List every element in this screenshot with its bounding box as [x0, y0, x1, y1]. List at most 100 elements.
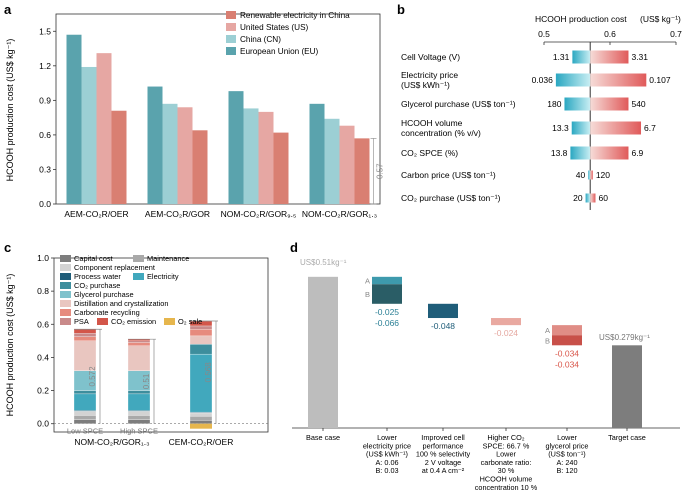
panel-c-ytick-label: 0.6	[37, 319, 49, 329]
panel-a-legend-label: Renewable electricity in China	[240, 11, 350, 20]
panel-b-low-value: 1.31	[553, 52, 570, 62]
panel-c-legend-swatch	[60, 300, 71, 307]
panel-d-xlabel-line: SPCE: 66.7 %	[483, 441, 530, 450]
panel-c-legend-label: Distillation and crystallization	[74, 299, 168, 308]
panel-a-bar	[273, 132, 289, 204]
panel-d-step-value: -0.066	[375, 318, 399, 328]
panel-b-unit: (US$ kg⁻¹)	[640, 14, 681, 24]
panel-d-step-bar	[491, 318, 521, 326]
panel-c-segment	[73, 329, 97, 334]
panel-a-bar	[243, 108, 259, 204]
panel-b-low-value: 40	[576, 170, 586, 180]
panel-b-low-value: 13.8	[551, 148, 568, 158]
panel-a-bar	[81, 66, 97, 204]
panel-d-xlabel-line: Lower	[377, 433, 397, 442]
panel-c-segment	[73, 390, 97, 395]
panel-d-step-bar	[552, 325, 582, 336]
panel-c-ytick-label: 0.0	[37, 419, 49, 429]
panel-c-frame	[53, 257, 269, 433]
panel-d-xlabel-line: performance	[423, 441, 464, 450]
panel-a-legend-label: United States (US)	[240, 23, 309, 32]
panel-b-row-label-line2: (US$ kWh⁻¹)	[401, 80, 450, 90]
panel-c-segment	[189, 420, 213, 424]
panel-c-legend-swatch	[97, 318, 108, 325]
panel-c-segment	[127, 415, 151, 420]
panel-c-legend-swatch	[164, 318, 175, 325]
panel-c-o2-segment	[190, 423, 212, 429]
panel-b-low-bar	[571, 121, 591, 135]
panel-c-legend-label: Carbonate recycling	[74, 308, 140, 317]
panel-a-bar	[324, 118, 340, 204]
panel-b-high-bar	[590, 146, 629, 160]
panel-c-legend-label: Maintenance	[147, 254, 189, 263]
panel-b-letter: b	[397, 2, 405, 17]
panel-c-segment	[189, 416, 213, 421]
panel-a-ytick-label: 1.2	[39, 61, 51, 71]
panel-c-bar-label: Low SPCE	[67, 427, 103, 436]
panel-c-legend-label: Process water	[74, 272, 121, 281]
panel-d-step-bar	[372, 276, 402, 285]
panel-d-xlabel-line: carbonate ratio:	[481, 458, 532, 467]
panel-d-target-label: US$0.279kg⁻¹	[599, 333, 650, 342]
panel-c-legend-label: PSA	[74, 317, 89, 326]
panel-b-row-label-line2: concentration (% v/v)	[401, 128, 481, 138]
panel-d-step-b-marker: B	[545, 336, 550, 345]
panel-a-chart: HCOOH production cost (US$ kg⁻¹) 0.0 0.3 0…	[5, 13, 385, 219]
panel-c-segment	[73, 340, 97, 371]
panel-b-row-label: Electricity price	[401, 70, 458, 80]
panel-c-legend-label: O₂ sale	[178, 317, 202, 326]
panel-d-xlabel-line: Target case	[608, 433, 646, 442]
panel-d-base-label: US$0.51kg⁻¹	[300, 258, 347, 267]
panel-a-bar	[111, 110, 127, 204]
panel-a-bar	[309, 103, 325, 204]
panel-d-step-b-marker: B	[365, 290, 370, 299]
panel-a-ytick-label: 0.0	[39, 199, 51, 209]
panel-c-segment	[127, 393, 151, 411]
panel-d-step-a-marker: A	[365, 277, 370, 286]
panel-d-xlabel-line: A: 240	[556, 458, 577, 467]
panel-a-legend-swatch	[226, 23, 236, 31]
panel-d-xlabel-line: concentration 10 %	[475, 483, 538, 492]
panel-b-row-label: Glycerol purchase (US$ ton⁻¹)	[401, 99, 516, 109]
panel-b-xtick-label: 0.7	[670, 29, 682, 39]
panel-b-low-value: 0.036	[532, 75, 554, 85]
panel-b-low-value: 180	[547, 99, 561, 109]
panel-d-xlabel-line: glycerol price	[546, 441, 589, 450]
panel-c-segment	[73, 411, 97, 416]
panel-d-xlabel-line: Lower	[557, 433, 577, 442]
panel-c-bracket-label: 0.51	[142, 373, 151, 389]
panel-b-row-label: Carbon price (US$ ton⁻¹)	[401, 170, 496, 180]
panel-c-bar-label: High SPCE	[120, 427, 158, 436]
panel-c-segment	[189, 325, 213, 330]
panel-c-legend-label: Glycerol purchase	[74, 290, 134, 299]
panel-a-ytick-label: 0.6	[39, 130, 51, 140]
panel-d-step-bar	[552, 335, 582, 346]
panel-b-high-value: 0.107	[649, 75, 671, 85]
panel-c-ytick-label: 0.8	[37, 286, 49, 296]
panel-a-bar	[162, 103, 178, 204]
panel-c-chart: HCOOH production cost (US$ kg⁻¹) 0.0 0.2 0…	[5, 253, 269, 447]
panel-c-legend-label: CO₂ emission	[111, 317, 156, 326]
panel-a-bar	[339, 125, 355, 204]
panel-c-legend-label: Capital cost	[74, 254, 113, 263]
panel-b-high-value: 6.7	[644, 123, 656, 133]
panel-d-xlabel-line: 30 %	[498, 466, 515, 475]
panel-c-letter: c	[4, 240, 11, 255]
panel-c-legend-swatch	[60, 273, 71, 280]
panel-c-category-label: NOM-CO₂R/GOR₁.₃	[74, 437, 149, 447]
panel-c-legend-label: Electricity	[147, 272, 179, 281]
panel-c-segment	[73, 333, 97, 337]
panel-d-step-value: -0.048	[431, 321, 455, 331]
panel-c-segment	[189, 344, 213, 355]
panel-c-category-label: CEM-CO₂R/OER	[169, 437, 234, 447]
panel-d-step-bar	[372, 284, 402, 304]
panel-d-xlabel-line: HCOOH volume	[480, 475, 533, 484]
panel-d-step-a-marker: A	[545, 326, 550, 335]
panel-d-chart: US$0.51kg⁻¹ US$0.279kg⁻¹ -0.025-0.066AB-…	[292, 258, 680, 492]
panel-c-segment	[189, 335, 213, 345]
panel-b-high-bar	[590, 121, 642, 135]
panel-b-low-bar	[570, 146, 591, 160]
panel-b-low-bar	[572, 50, 591, 64]
panel-a-legend: Renewable electricity in China United Sta…	[226, 11, 350, 56]
